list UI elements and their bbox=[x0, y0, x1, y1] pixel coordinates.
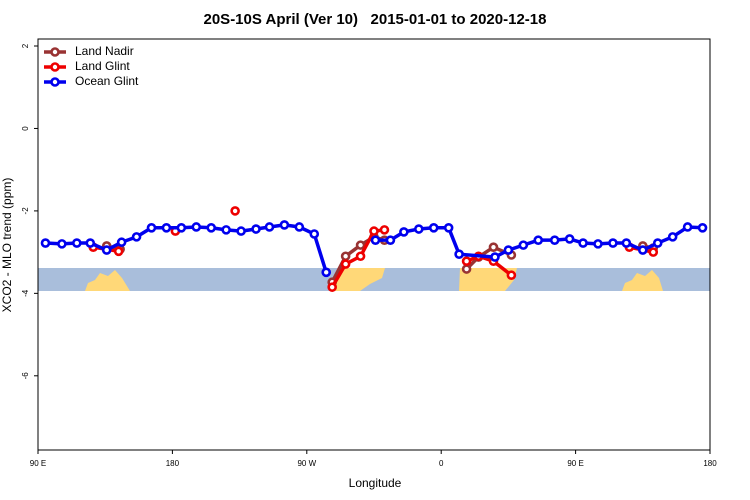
point bbox=[385, 235, 396, 245]
land-africa bbox=[459, 268, 517, 291]
point bbox=[221, 225, 231, 235]
point bbox=[161, 223, 172, 233]
x-tick-label: 0 bbox=[439, 459, 444, 468]
point bbox=[264, 222, 275, 232]
legend-marker bbox=[50, 77, 60, 87]
point bbox=[667, 232, 678, 242]
point bbox=[461, 264, 472, 274]
point bbox=[321, 267, 332, 278]
point bbox=[518, 240, 529, 250]
point bbox=[564, 234, 575, 244]
point bbox=[230, 206, 240, 216]
y-tick-label: 0 bbox=[21, 126, 30, 131]
y-tick-label: -4 bbox=[21, 289, 30, 297]
point bbox=[340, 251, 351, 262]
point bbox=[503, 245, 514, 255]
plot-frame bbox=[37, 38, 711, 451]
point bbox=[279, 220, 290, 230]
point bbox=[490, 252, 500, 262]
point bbox=[454, 249, 464, 259]
y-axis-label: XCO2 - MLO trend (ppm) bbox=[0, 178, 14, 313]
point bbox=[399, 227, 409, 237]
land-south-america bbox=[333, 268, 385, 291]
legend-marker bbox=[50, 62, 60, 72]
point bbox=[146, 223, 157, 233]
point bbox=[355, 251, 366, 262]
point bbox=[101, 245, 112, 255]
point bbox=[370, 235, 381, 245]
legend-marker bbox=[50, 47, 60, 57]
point bbox=[697, 223, 708, 233]
point bbox=[533, 235, 544, 245]
x-tick-label: 90 E bbox=[567, 459, 583, 468]
point bbox=[593, 239, 603, 249]
point bbox=[621, 238, 632, 248]
point bbox=[637, 245, 648, 255]
point bbox=[309, 229, 320, 239]
point bbox=[327, 282, 337, 292]
point bbox=[488, 242, 499, 252]
point bbox=[40, 238, 51, 248]
point bbox=[355, 240, 366, 250]
legend-label: Ocean Glint bbox=[75, 74, 139, 88]
y-tick-label: -2 bbox=[21, 207, 30, 215]
point bbox=[682, 222, 693, 232]
point bbox=[461, 256, 472, 266]
point bbox=[131, 232, 142, 242]
point bbox=[379, 225, 390, 235]
x-tick-label: 180 bbox=[166, 459, 180, 468]
x-tick-label: 90 W bbox=[297, 459, 316, 468]
y-tick-label: -6 bbox=[21, 372, 30, 380]
point bbox=[340, 259, 351, 269]
point bbox=[443, 223, 454, 233]
map-strip bbox=[38, 268, 710, 291]
point bbox=[72, 238, 82, 248]
point bbox=[428, 223, 439, 233]
point bbox=[294, 222, 305, 232]
point bbox=[608, 238, 618, 248]
point bbox=[648, 247, 659, 257]
point bbox=[206, 223, 217, 233]
point bbox=[578, 238, 588, 248]
y-tick-label: 2 bbox=[21, 43, 30, 48]
point bbox=[113, 246, 124, 257]
point bbox=[85, 238, 96, 248]
point bbox=[413, 224, 424, 234]
point bbox=[506, 270, 517, 281]
legend-label: Land Glint bbox=[75, 59, 130, 73]
point bbox=[57, 239, 67, 249]
x-axis-label: Longitude bbox=[349, 476, 402, 490]
chart-title: 20S-10S April (Ver 10) 2015-01-01 to 202… bbox=[204, 11, 547, 28]
point bbox=[176, 223, 187, 233]
point bbox=[116, 237, 127, 248]
x-tick-label: 90 E bbox=[30, 459, 46, 468]
land-australia-2 bbox=[622, 270, 663, 291]
point bbox=[549, 235, 560, 245]
point bbox=[236, 226, 246, 236]
point bbox=[251, 224, 261, 234]
land-australia bbox=[85, 270, 130, 291]
point bbox=[369, 226, 379, 236]
legend-label: Land Nadir bbox=[75, 44, 134, 58]
point bbox=[652, 238, 663, 248]
x-tick-label: 180 bbox=[703, 459, 717, 468]
point bbox=[191, 222, 202, 232]
